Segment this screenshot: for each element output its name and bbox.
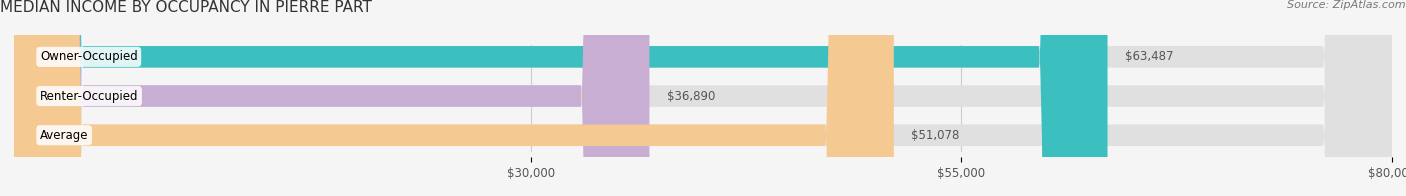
Text: Renter-Occupied: Renter-Occupied — [39, 90, 138, 103]
FancyBboxPatch shape — [14, 0, 650, 196]
Text: $63,487: $63,487 — [1125, 50, 1173, 63]
Text: $51,078: $51,078 — [911, 129, 959, 142]
FancyBboxPatch shape — [14, 0, 1392, 196]
Text: $36,890: $36,890 — [666, 90, 716, 103]
Text: MEDIAN INCOME BY OCCUPANCY IN PIERRE PART: MEDIAN INCOME BY OCCUPANCY IN PIERRE PAR… — [0, 0, 371, 15]
Text: Owner-Occupied: Owner-Occupied — [39, 50, 138, 63]
FancyBboxPatch shape — [14, 0, 1108, 196]
FancyBboxPatch shape — [14, 0, 894, 196]
FancyBboxPatch shape — [14, 0, 1392, 196]
FancyBboxPatch shape — [14, 0, 1392, 196]
Text: Source: ZipAtlas.com: Source: ZipAtlas.com — [1288, 0, 1406, 10]
Text: Average: Average — [39, 129, 89, 142]
